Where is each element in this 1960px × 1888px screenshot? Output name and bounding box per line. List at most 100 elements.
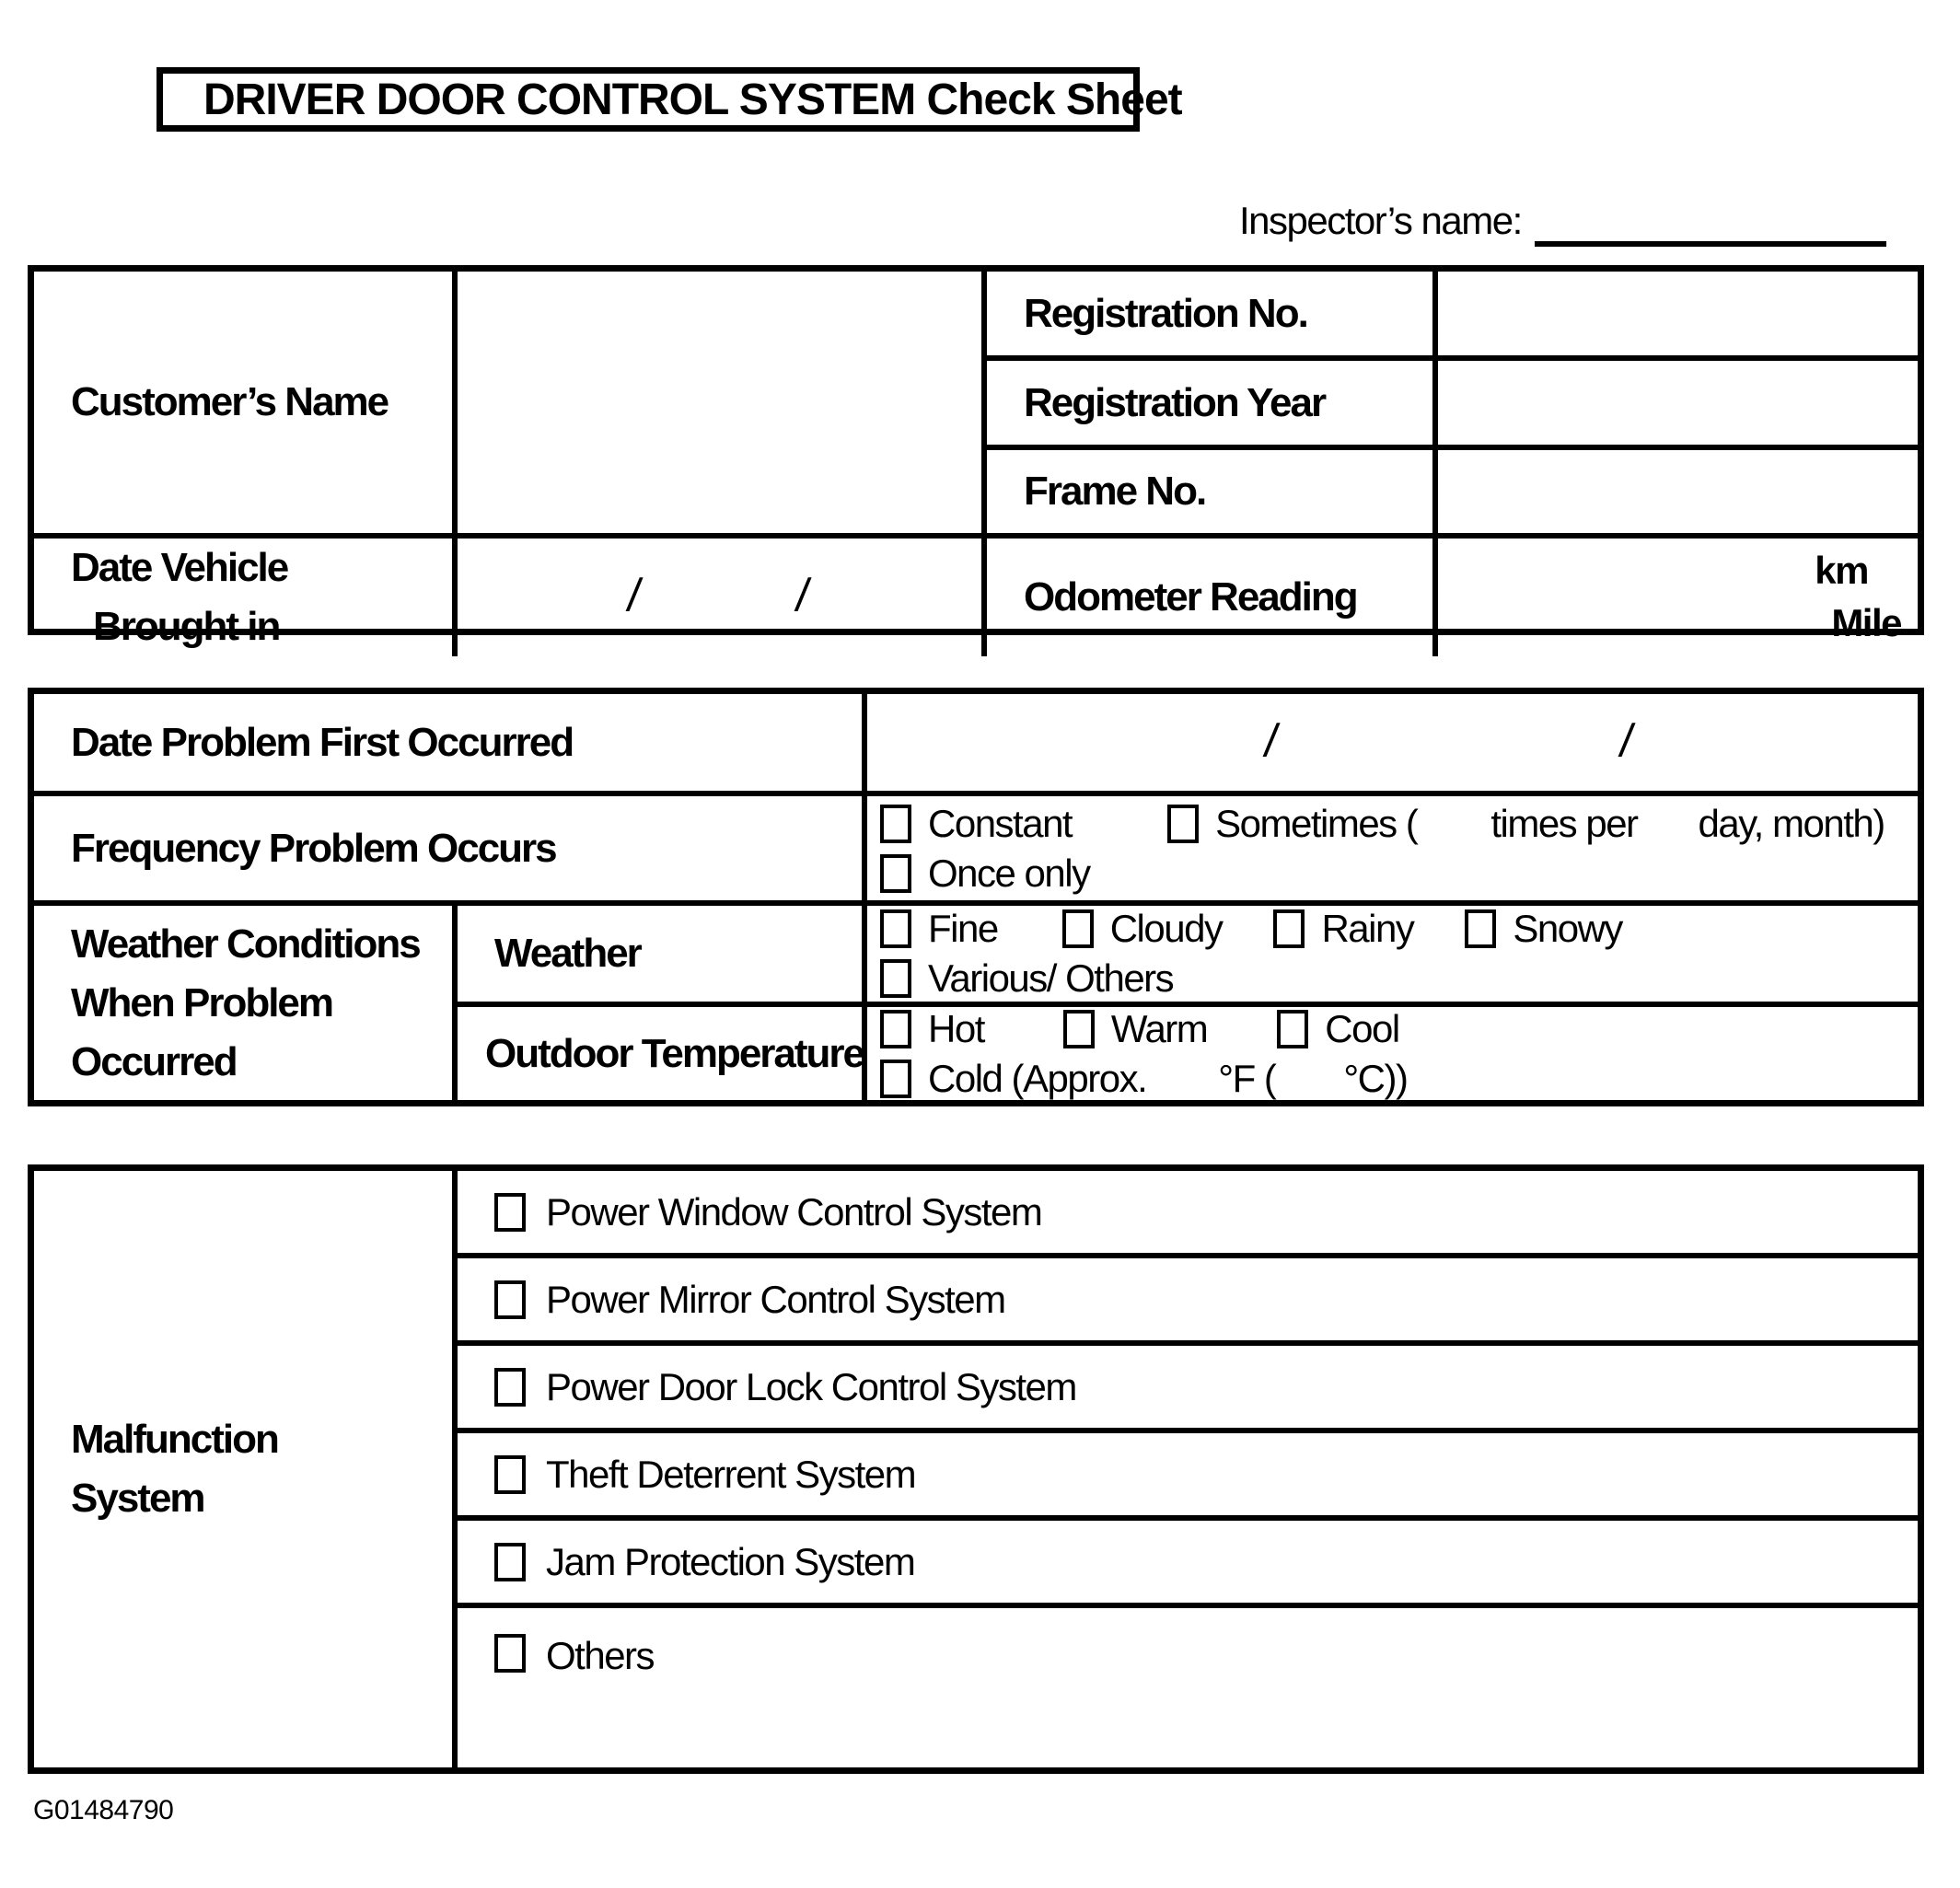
title-box: DRIVER DOOR CONTROL SYSTEM Check Sheet	[157, 67, 1183, 132]
checkbox-label: Power Door Lock Control System	[546, 1364, 1077, 1408]
frequency-times-per-text: times per	[1490, 801, 1639, 845]
spacer	[1146, 1078, 1218, 1080]
option-power-door-lock[interactable]: Power Door Lock Control System	[458, 1346, 1918, 1433]
checkbox-rainy[interactable]	[1273, 909, 1305, 948]
option-fine[interactable]: Fine	[880, 907, 999, 951]
odometer-unit-km: km	[1815, 549, 1869, 593]
date-problem-value-cell[interactable]: / /	[867, 694, 1918, 796]
option-cold[interactable]: Cold (Approx.	[880, 1057, 1148, 1101]
weather-options-line2: Various/ Others	[880, 956, 1175, 1001]
checkbox-label: Cool	[1325, 1007, 1400, 1050]
option-cool[interactable]: Cool	[1277, 1007, 1400, 1051]
spacer	[1207, 1028, 1277, 1030]
option-constant[interactable]: Constant	[880, 802, 1073, 846]
outdoor-temperature-label: Outdoor Temperature	[485, 1031, 865, 1077]
checkbox-power-window[interactable]	[494, 1192, 526, 1232]
frame-no-value-cell[interactable]	[1438, 450, 1918, 539]
registration-no-label: Registration No.	[1024, 290, 1309, 336]
option-power-mirror[interactable]: Power Mirror Control System	[458, 1258, 1918, 1346]
inspector-name-label: Inspector’s name:	[1239, 199, 1523, 242]
odometer-unit-mile: Mile	[1831, 600, 1902, 644]
checkbox-label: Jam Protection System	[546, 1539, 916, 1583]
option-theft-deterrent[interactable]: Theft Deterrent System	[458, 1433, 1918, 1521]
option-jam-protection[interactable]: Jam Protection System	[458, 1521, 1918, 1608]
date-slash: /	[624, 569, 644, 621]
checkbox-label: Sometimes (	[1215, 801, 1419, 845]
option-various-others[interactable]: Various/ Others	[880, 956, 1175, 1001]
frequency-options-line1: Constant Sometimes ( times per day, mont…	[880, 802, 1885, 846]
checkbox-sometimes[interactable]	[1167, 804, 1200, 843]
vehicle-info-table: Customer’s Name Registration No. Registr…	[28, 265, 1924, 656]
date-slash: /	[1617, 714, 1637, 767]
malfunction-label-line2: System	[71, 1476, 206, 1521]
registration-no-label-cell: Registration No.	[987, 272, 1438, 361]
checkbox-fine[interactable]	[880, 909, 911, 948]
date-slash: /	[793, 569, 813, 621]
option-warm[interactable]: Warm	[1062, 1007, 1209, 1051]
option-power-window[interactable]: Power Window Control System	[458, 1171, 1918, 1258]
spacer	[1638, 823, 1699, 825]
checkbox-cold[interactable]	[880, 1060, 911, 1098]
customer-name-label-cell: Customer’s Name	[34, 272, 458, 539]
checkbox-hot[interactable]	[880, 1010, 911, 1048]
figure-code: G01484790	[33, 1795, 174, 1825]
odometer-label-cell: Odometer Reading	[987, 539, 1438, 656]
registration-year-label-cell: Registration Year	[987, 361, 1438, 450]
checkbox-others[interactable]	[494, 1634, 526, 1673]
weather-conditions-label-cell: Weather Conditions When Problem Occurred	[34, 906, 458, 1101]
inspector-name-row: Inspector’s name:	[1239, 199, 1886, 247]
checkbox-snowy[interactable]	[1465, 909, 1497, 948]
registration-no-value-cell[interactable]	[1438, 272, 1918, 361]
spacer	[1072, 823, 1167, 825]
problem-info-table: Date Problem First Occurred / / Frequenc…	[28, 688, 1924, 1106]
checkbox-jam-protection[interactable]	[494, 1542, 526, 1581]
inspector-name-input-line[interactable]	[1534, 199, 1886, 247]
date-brought-value-cell[interactable]: / /	[458, 539, 987, 656]
spacer	[984, 1028, 1063, 1030]
malfunction-system-label-cell: Malfunction System	[34, 1171, 458, 1767]
weather-conditions-label-line3: Occurred	[71, 1038, 238, 1084]
option-once-only[interactable]: Once only	[880, 851, 1091, 896]
option-snowy[interactable]: Snowy	[1465, 907, 1623, 951]
date-problem-label: Date Problem First Occurred	[71, 719, 574, 765]
page-title: DRIVER DOOR CONTROL SYSTEM Check Sheet	[203, 75, 1183, 124]
odometer-value-cell[interactable]: km Mile	[1438, 539, 1918, 656]
temperature-fahrenheit-text: °F (	[1218, 1057, 1277, 1100]
checkbox-various-others[interactable]	[880, 959, 911, 998]
malfunction-label-line1: Malfunction	[71, 1417, 280, 1463]
checkbox-label: Cloudy	[1109, 907, 1224, 950]
checkbox-warm[interactable]	[1062, 1010, 1095, 1048]
temperature-celsius-text: °C))	[1343, 1057, 1409, 1100]
frame-no-label-cell: Frame No.	[987, 450, 1438, 539]
weather-options-cell: Fine Cloudy Rainy Snowy	[867, 906, 1918, 1007]
checkbox-cloudy[interactable]	[1061, 909, 1094, 948]
outdoor-temperature-label-cell: Outdoor Temperature	[458, 1007, 867, 1101]
option-cloudy[interactable]: Cloudy	[1061, 907, 1224, 951]
checkbox-constant[interactable]	[880, 804, 911, 843]
option-others[interactable]: Others	[458, 1608, 1918, 1767]
date-brought-label-line2: Brought in	[93, 603, 281, 649]
checkbox-label: Hot	[928, 1007, 985, 1050]
option-rainy[interactable]: Rainy	[1273, 907, 1415, 951]
checkbox-label: Fine	[928, 907, 999, 950]
weather-conditions-label-line2: When Problem	[71, 980, 334, 1026]
registration-year-value-cell[interactable]	[1438, 361, 1918, 450]
spacer	[1413, 928, 1465, 930]
registration-year-label: Registration Year	[1024, 379, 1327, 425]
checkbox-power-mirror[interactable]	[494, 1280, 526, 1319]
checkbox-theft-deterrent[interactable]	[494, 1454, 526, 1494]
option-hot[interactable]: Hot	[880, 1007, 985, 1051]
checkbox-label: Once only	[928, 851, 1091, 895]
checkbox-cool[interactable]	[1277, 1010, 1309, 1048]
frequency-options-line2: Once only	[880, 851, 1091, 896]
checkbox-power-door-lock[interactable]	[494, 1367, 526, 1407]
checkbox-once-only[interactable]	[880, 853, 911, 893]
date-slash: /	[1261, 714, 1282, 767]
frame-no-label: Frame No.	[1024, 469, 1207, 515]
frequency-options-cell: Constant Sometimes ( times per day, mont…	[867, 796, 1918, 906]
checkbox-label: Cold (Approx.	[928, 1057, 1148, 1100]
odometer-label: Odometer Reading	[1024, 573, 1359, 620]
option-sometimes[interactable]: Sometimes (	[1167, 801, 1419, 846]
spacer	[1417, 823, 1490, 825]
customer-name-value-cell[interactable]	[458, 272, 987, 539]
